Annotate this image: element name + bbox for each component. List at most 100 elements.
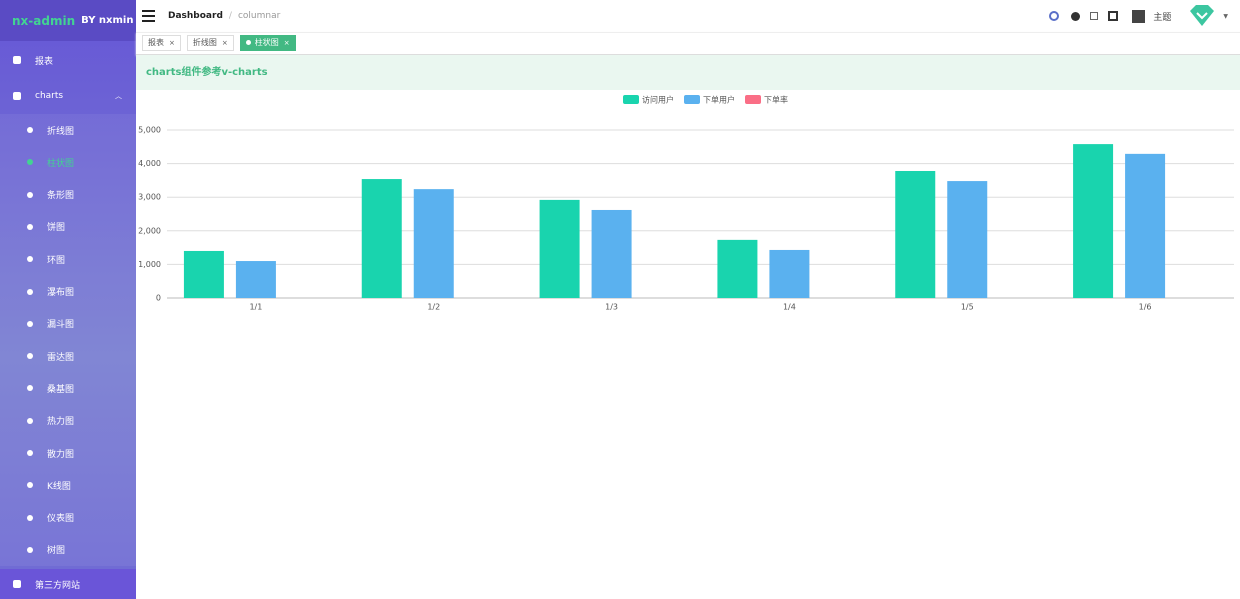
menu-icon — [27, 514, 33, 521]
bar — [947, 181, 988, 298]
menu-item[interactable]: 雷达图 — [0, 341, 136, 371]
legend-label: 下单率 — [764, 95, 788, 105]
menu-label: 桑基图 — [47, 384, 75, 395]
menu-icon — [27, 159, 33, 166]
menu-icon — [27, 256, 33, 263]
bar — [183, 250, 224, 298]
legend-label: 访问用户 — [642, 95, 674, 105]
tab-label: 柱状图 — [254, 38, 279, 47]
menu-icon — [13, 56, 21, 64]
menu-label: charts — [35, 91, 64, 101]
y-tick-label: 4,000 — [138, 159, 161, 168]
legend-swatch — [745, 95, 761, 104]
menu-label: 热力图 — [47, 417, 75, 428]
bar — [361, 179, 402, 298]
menu-label: 柱状图 — [47, 158, 75, 169]
breadcrumb-item[interactable]: Dashboard — [168, 11, 223, 21]
y-tick-label: 5,000 — [138, 126, 161, 135]
bar — [895, 170, 936, 298]
tabs-bar: 报表 × 折线图 × 柱状图 × — [136, 32, 1240, 55]
tab[interactable]: 报表 × — [142, 35, 181, 51]
submenu-bg — [0, 114, 136, 566]
menu-item[interactable]: 第三方网站 — [0, 569, 136, 599]
menu-item[interactable]: 仪表图 — [0, 503, 136, 533]
breadcrumb-item: columnar — [237, 11, 281, 21]
menu-item[interactable]: 瀑布图 — [0, 277, 136, 307]
menu-label: 条形图 — [47, 191, 75, 202]
menu-item[interactable]: 散力图 — [0, 438, 136, 468]
logo[interactable]: nx-admin BY nxmin — [0, 0, 136, 41]
menu-icon — [27, 191, 33, 198]
y-tick-label: 3,000 — [138, 193, 161, 202]
menu-item[interactable]: 热力图 — [0, 406, 136, 436]
menu-item[interactable]: 折线图 — [0, 115, 136, 145]
theme-label[interactable]: 主题 — [1153, 12, 1172, 23]
menu-item[interactable]: 柱状图 — [0, 147, 136, 177]
menu-item[interactable]: 条形图 — [0, 180, 136, 210]
menu-icon — [13, 580, 21, 588]
avatar-caret[interactable]: ▼ — [1223, 12, 1228, 20]
menu-item[interactable]: 漏斗图 — [0, 309, 136, 339]
tab-dot — [245, 40, 251, 45]
bar — [1073, 144, 1114, 298]
legend-swatch — [684, 95, 700, 104]
menu-item[interactable]: 环图 — [0, 244, 136, 274]
menu-label: 漏斗图 — [47, 320, 75, 331]
menu-label: 第三方网站 — [35, 580, 81, 591]
menu-item[interactable]: 树图 — [0, 535, 136, 565]
menu-icon — [27, 288, 33, 295]
menu-label: 仪表图 — [47, 514, 75, 525]
x-tick-label: 1/3 — [605, 303, 618, 312]
menu-icon — [27, 385, 33, 392]
header: Dashboard / columnar 主题 ▼ — [136, 0, 1240, 33]
menu-icon — [27, 417, 33, 424]
menu-icon — [27, 546, 33, 553]
menu-item[interactable]: 饼图 — [0, 212, 136, 242]
bar — [413, 189, 454, 298]
breadcrumb-separator: / — [228, 11, 232, 21]
tab[interactable]: 折线图 × — [186, 35, 234, 51]
bar — [591, 209, 632, 298]
menu-icon — [27, 320, 33, 327]
y-tick-label: 0 — [156, 294, 161, 303]
menu-icon — [27, 482, 33, 489]
tab-close[interactable]: × — [169, 39, 175, 47]
menu-label: 环图 — [47, 255, 66, 266]
menu-item[interactable]: K线图 — [0, 470, 136, 500]
font-size-icon[interactable] — [1132, 9, 1146, 23]
bar — [539, 199, 580, 298]
bar — [235, 261, 276, 298]
menu-item[interactable]: 报表 — [0, 45, 136, 75]
menu-label: 报表 — [35, 56, 54, 67]
y-tick-label: 1,000 — [138, 260, 161, 269]
lock-icon[interactable] — [1090, 12, 1099, 20]
menu-icon — [13, 92, 21, 100]
tab[interactable]: 柱状图 × — [239, 35, 296, 51]
bar — [769, 249, 810, 298]
menu-item[interactable]: 桑基图 — [0, 373, 136, 403]
logo-author: BY nxmin — [81, 15, 134, 26]
menu-label: 雷达图 — [47, 352, 75, 363]
avatar[interactable] — [1189, 5, 1215, 27]
legend-swatch — [623, 95, 639, 104]
menu-toggle[interactable] — [142, 10, 156, 22]
menu-icon — [27, 127, 33, 133]
help-icon[interactable] — [1071, 11, 1081, 21]
banner: charts组件参考v-charts — [136, 55, 1240, 90]
menu-icon — [27, 353, 33, 360]
bar — [1125, 153, 1166, 298]
chart: 0 1,000 2,000 3,000 4,000 5,000 访问用户 下单用户 下单率 1/1… — [138, 95, 1234, 312]
fullscreen-icon[interactable] — [1108, 11, 1119, 21]
github-icon[interactable] — [1049, 11, 1060, 21]
sidebar: nx-admin BY nxmin 报表 charts ︿ 折线图柱状图条形图饼图环图瀑… — [0, 0, 136, 599]
tab-close[interactable]: × — [221, 39, 228, 47]
menu-label: 折线图 — [47, 126, 75, 137]
x-tick-label: 1/2 — [427, 303, 440, 312]
menu-label: K线图 — [47, 481, 71, 492]
menu-item[interactable]: charts ︿ — [0, 81, 136, 111]
x-tick-label: 1/5 — [961, 303, 974, 312]
tab-label: 报表 — [148, 38, 164, 47]
tab-label: 折线图 — [192, 38, 217, 47]
expand-arrow: ︿ — [115, 92, 122, 100]
tab-close[interactable]: × — [283, 39, 290, 47]
